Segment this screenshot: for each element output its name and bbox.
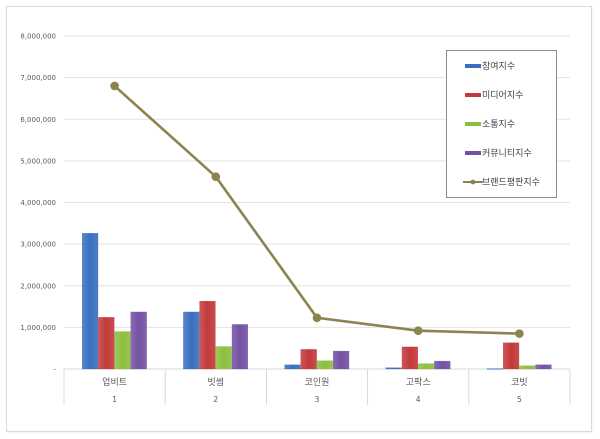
legend-swatch xyxy=(465,151,481,155)
bar-4-2 xyxy=(231,324,248,370)
y-tick-label: 4,000,000 xyxy=(20,199,56,207)
y-tick-label: 5,000,000 xyxy=(20,157,56,165)
bar-3-4 xyxy=(418,363,435,370)
legend-label: 참여지수 xyxy=(482,60,515,72)
bar-4-4 xyxy=(434,360,451,370)
line-marker xyxy=(211,172,221,181)
x-axis: 업비트 1 빗썸 2 코인원 3 고팍스 4 코빗 5 xyxy=(63,369,571,405)
category-number: 3 xyxy=(315,395,320,404)
bar-3-5 xyxy=(519,365,536,370)
bar-2-5 xyxy=(503,342,520,370)
line-marker xyxy=(515,329,524,338)
legend-label: 커뮤니티지수 xyxy=(482,148,532,159)
bar-2-2 xyxy=(199,301,216,370)
category-label: 고팍스 xyxy=(406,377,431,388)
y-tick-label: 3,000,000 xyxy=(20,241,56,249)
bar-2-3 xyxy=(300,349,317,370)
legend-marker xyxy=(470,179,476,185)
bar-1-1 xyxy=(82,233,99,370)
legend-label: 브랜드평판지수 xyxy=(482,177,540,188)
legend-label: 미디어지수 xyxy=(482,90,523,101)
category-number: 5 xyxy=(517,395,522,404)
category-label: 코빗 xyxy=(511,377,528,388)
category-number: 1 xyxy=(112,395,117,404)
y-tick-label: 6,000,000 xyxy=(20,116,56,124)
bar-2-1 xyxy=(98,317,115,370)
bar-4-1 xyxy=(130,311,147,370)
line-marker xyxy=(110,81,119,91)
bar-1-5 xyxy=(486,368,503,370)
y-axis: - 1,000,000 2,000,000 3,000,000 4,000,000 5,0… xyxy=(20,33,56,374)
bar-1-2 xyxy=(183,311,200,370)
legend-swatch xyxy=(465,64,481,68)
legend-swatch xyxy=(465,93,481,97)
y-tick-label: 1,000,000 xyxy=(20,324,56,332)
category-number: 4 xyxy=(416,395,421,404)
y-tick-label: - xyxy=(53,366,56,374)
legend-item: 참여지수 xyxy=(465,60,515,72)
legend-item: 커뮤니티지수 xyxy=(465,148,532,159)
bar-4-5 xyxy=(535,364,552,370)
legend-item: 미디어지수 xyxy=(465,90,523,101)
legend-item: 브랜드평판지수 xyxy=(463,177,540,188)
category-label: 업비트 xyxy=(102,377,127,388)
legend-swatch xyxy=(465,122,481,126)
line-marker xyxy=(312,313,322,323)
y-tick-label: 2,000,000 xyxy=(20,282,56,290)
y-tick-label: 8,000,000 xyxy=(20,33,56,41)
bar-1-3 xyxy=(284,364,301,370)
category-number: 2 xyxy=(213,395,218,404)
bar-1-4 xyxy=(385,367,402,370)
legend-label: 소통지수 xyxy=(482,119,515,130)
category-label: 코인원 xyxy=(305,377,330,388)
bar-3-1 xyxy=(114,331,131,370)
bar-3-3 xyxy=(316,360,333,370)
legend-box xyxy=(446,50,557,198)
bar-4-3 xyxy=(333,350,350,370)
category-label: 빗썸 xyxy=(208,377,225,388)
y-tick-label: 7,000,000 xyxy=(20,74,56,82)
bar-3-2 xyxy=(215,346,232,370)
legend-item: 소통지수 xyxy=(465,119,515,130)
line-marker xyxy=(413,326,423,336)
bar-series xyxy=(82,233,552,370)
line-series-brand-reputation xyxy=(110,81,524,338)
bar-2-4 xyxy=(401,346,418,370)
